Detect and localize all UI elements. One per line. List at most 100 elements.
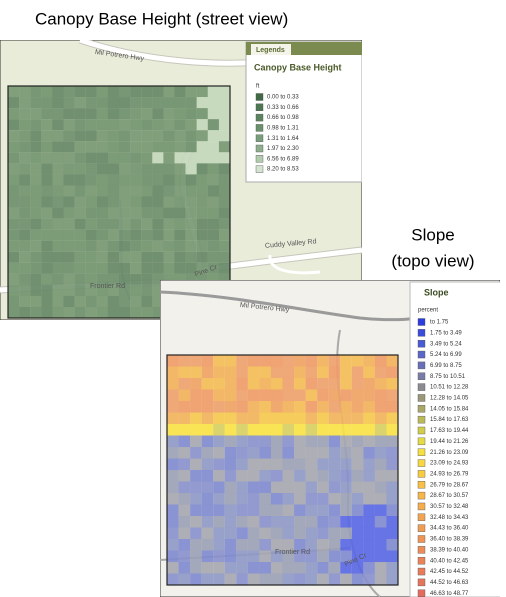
raster-cell [119,229,131,241]
raster-cell [152,295,164,308]
raster-cell [119,97,131,109]
raster-cell [152,218,164,230]
raster-cell [340,355,352,367]
raster-cell [236,435,248,448]
raster-cell [247,355,260,367]
raster-cell [201,458,214,471]
raster-cell [163,174,175,186]
raster-cell [185,174,197,186]
raster-cell [351,366,364,379]
raster-cell [351,355,364,367]
raster-cell [207,196,219,208]
legend-swatch [417,383,426,391]
raster-cell [363,573,375,586]
legend-title: Canopy Base Height [254,62,342,72]
raster-cell [119,141,131,153]
raster-cell [178,424,191,436]
raster-cell [152,229,164,241]
raster-cell [52,273,64,285]
raster-cell [130,207,142,219]
raster-cell [207,273,219,285]
raster-cell [363,424,375,436]
raster-cell [236,504,248,517]
raster-cell [63,86,75,98]
raster-cell [41,218,53,230]
raster-cell [224,401,237,413]
raster-cell [282,447,295,459]
raster-cell [259,458,271,471]
raster-cell [141,174,153,186]
raster-cell [374,447,387,459]
raster-cell [185,218,197,230]
raster-cell [259,527,271,540]
raster-cell [224,527,237,540]
raster-cell [340,435,352,448]
raster-cell [305,481,318,494]
legend-label: 8.20 to 8.53 [267,167,299,173]
raster-cell [363,481,375,494]
raster-cell [224,366,237,379]
raster-cell [363,389,375,402]
legend-swatch [417,557,426,565]
raster-cell [328,355,341,367]
raster-cell [236,355,248,367]
raster-cell [236,366,248,379]
raster-cell [270,412,283,425]
raster-cell [74,218,86,230]
raster-cell [19,251,31,263]
raster-cell [236,516,248,528]
raster-cell [213,562,225,574]
raster-cell [374,573,387,586]
raster-cell [19,141,31,153]
raster-cell [30,185,42,197]
raster-cell [178,527,191,540]
raster-cell [224,493,237,505]
raster-cell [247,562,260,574]
raster-cell [270,539,283,551]
raster-cell [52,229,64,241]
raster-cell [340,481,352,494]
raster-cell [270,493,283,505]
raster-cell [270,470,283,482]
raster-cell [351,493,364,505]
raster-cell [224,435,237,448]
raster-cell [163,152,175,164]
raster-cell [218,262,231,274]
raster-cell [247,389,260,402]
raster-cell [8,218,20,230]
raster-cell [74,163,86,175]
raster-cell [247,366,260,379]
raster-cell [236,573,248,586]
raster-cell [218,273,231,285]
raster-cell [63,207,75,219]
raster-cell [163,262,175,274]
raster-cell [85,295,97,308]
raster-cell [152,141,164,153]
raster-cell [294,435,306,448]
legend-swatch [255,155,264,163]
raster-cell [41,284,53,296]
raster-cell [305,447,318,459]
raster-cell [19,295,31,308]
raster-cell [63,251,75,263]
legend-label: 15.84 to 17.63 [430,417,469,423]
raster-cell [328,573,341,586]
raster-cell [178,573,191,586]
raster-cell [119,284,131,296]
raster-cell [85,163,97,175]
raster-cell [163,229,175,241]
raster-cell [218,251,231,263]
raster-cell [30,295,42,308]
raster-cell [41,119,53,131]
raster-cell [8,97,20,109]
raster-cell [96,174,108,186]
raster-cell [236,458,248,471]
raster-cell [201,401,214,413]
raster-cell [224,447,237,459]
raster-cell [374,493,387,505]
raster-cell [374,401,387,413]
raster-cell [190,539,202,551]
raster-cell [224,481,237,494]
raster-cell [174,251,186,263]
raster-cell [259,539,271,551]
